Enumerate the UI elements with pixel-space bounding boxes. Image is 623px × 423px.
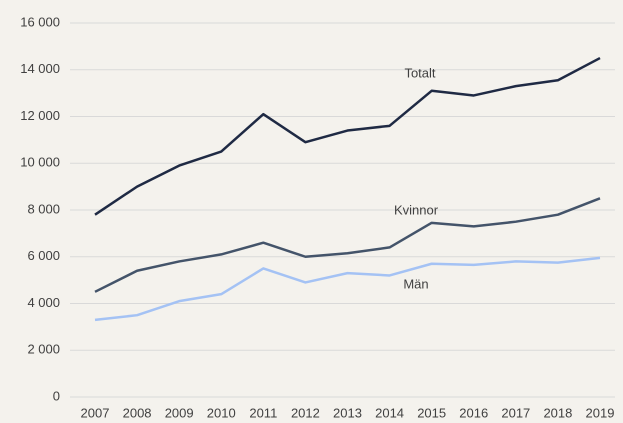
y-tick-label: 16 000 (20, 14, 60, 29)
line-series (94, 56, 601, 216)
x-tick-label: 2008 (123, 405, 152, 420)
series-label: Kvinnor (394, 202, 439, 217)
x-tick-label: 2019 (586, 405, 615, 420)
y-tick-label: 14 000 (20, 61, 60, 76)
y-tick-label: 8 000 (27, 201, 60, 216)
x-tick-label: 2013 (333, 405, 362, 420)
x-tick-label: 2007 (81, 405, 110, 420)
x-tick-label: 2009 (165, 405, 194, 420)
x-tick-label: 2016 (459, 405, 488, 420)
y-tick-label: 4 000 (27, 295, 60, 310)
x-tick-label: 2014 (375, 405, 404, 420)
x-tick-label: 2010 (207, 405, 236, 420)
y-tick-label: 12 000 (20, 108, 60, 123)
y-tick-label: 10 000 (20, 155, 60, 170)
line-series (94, 256, 601, 322)
series-label: Totalt (404, 65, 435, 80)
series-label: Män (403, 276, 428, 291)
y-tick-label: 6 000 (27, 248, 60, 263)
x-tick-label: 2017 (501, 405, 530, 420)
x-tick-label: 2015 (417, 405, 446, 420)
x-tick-label: 2012 (291, 405, 320, 420)
x-tick-label: 2018 (543, 405, 572, 420)
y-tick-label: 2 000 (27, 342, 60, 357)
y-tick-label: 0 (53, 388, 60, 403)
line-series (94, 197, 601, 293)
x-tick-label: 2011 (249, 405, 277, 420)
